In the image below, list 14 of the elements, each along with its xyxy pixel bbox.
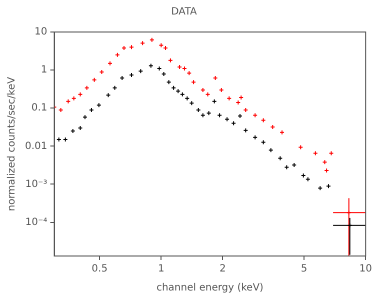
- y-axis-title: normalized counts/sec/keV: [6, 76, 18, 212]
- x-tick-label: 2: [220, 264, 226, 275]
- x-axis-title: channel energy (keV): [156, 282, 264, 294]
- x-tick-label: 0.5: [92, 264, 108, 275]
- y-tick-label: 10⁻³: [25, 178, 48, 190]
- y-tick-label: 1: [40, 64, 48, 76]
- y-tick-label: 0.1: [31, 102, 48, 114]
- y-tick-label: 10⁻⁴: [25, 216, 48, 228]
- chart-title: DATA: [171, 6, 198, 18]
- y-tick-label: 0.01: [25, 140, 48, 152]
- y-tick-label: 10: [34, 26, 48, 38]
- x-tick-label: 5: [300, 264, 308, 275]
- x-tick-label: 10: [359, 264, 372, 275]
- x-tick-label: 1: [158, 264, 164, 275]
